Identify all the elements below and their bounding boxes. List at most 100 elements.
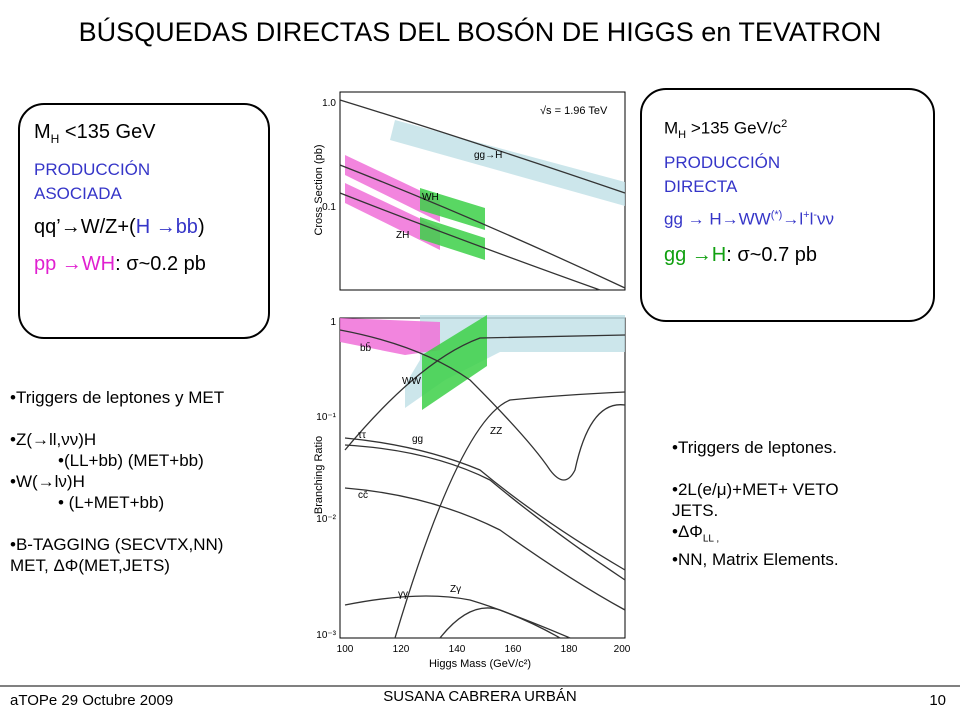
tick-label: 140 <box>449 644 466 655</box>
t: →l <box>782 209 804 229</box>
tick-label: 180 <box>561 644 578 655</box>
bottom-plot: 1 10⁻¹ 10⁻² 10⁻³ Branching Ratio 100 120… <box>313 315 631 670</box>
t: gg → H→WW <box>664 209 771 229</box>
curve <box>339 164 626 289</box>
t: •ΔΦ <box>672 522 703 541</box>
t: M <box>664 118 679 138</box>
label: ZH <box>396 230 409 241</box>
label: cc̄ <box>358 490 368 501</box>
tick-label: 10⁻¹ <box>316 412 336 423</box>
left-bullets: •Triggers de leptones y MET •Z(→ll,νν)H … <box>10 387 224 576</box>
t: H <box>50 132 60 146</box>
band <box>422 315 487 410</box>
t: l <box>809 209 814 229</box>
t: 2 <box>781 118 788 130</box>
label: Zγ <box>450 584 461 595</box>
mass: MH >135 GeV/c2 <box>664 118 911 141</box>
t: qq’→W/Z+( <box>34 216 136 238</box>
curve <box>344 487 626 611</box>
t: - <box>813 209 818 222</box>
tick-label: 160 <box>505 644 522 655</box>
bullet: • (L+MET+bb) <box>58 493 165 512</box>
t: (*) <box>770 209 783 222</box>
right-bullets: •Triggers de leptones. •2L(e/μ)+MET+ VET… <box>672 437 839 570</box>
axis-label: Branching Ratio <box>313 436 325 514</box>
bullet: •Z(→ll,νν)H <box>10 430 97 449</box>
tick-label: 1 <box>330 317 336 328</box>
footer-center: SUSANA CABRERA URBÁN <box>383 688 577 705</box>
production: PRODUCCIÓN ASOCIADA <box>34 160 151 203</box>
curve <box>339 329 626 481</box>
band <box>420 188 485 230</box>
label: ZZ <box>490 426 502 437</box>
curve <box>439 607 571 639</box>
cross-section: gg →H: σ~0.7 pb <box>664 244 911 267</box>
band <box>340 318 440 355</box>
t: : σ~0.7 pb <box>726 243 817 266</box>
t: H <box>678 129 687 142</box>
label: gg <box>412 434 423 445</box>
label: γγ <box>398 589 408 600</box>
t: gg →H <box>664 243 727 266</box>
label: gg→H <box>474 150 502 161</box>
left-box: MH <135 GeV PRODUCCIÓN ASOCIADA qq’→W/Z+… <box>18 103 270 339</box>
t: >135 GeV/c <box>686 118 782 138</box>
tick-label: 200 <box>614 644 631 655</box>
bullet: JETS. <box>672 501 719 520</box>
axis-label: Higgs Mass (GeV/c²) <box>429 658 531 670</box>
t: νν <box>817 209 835 229</box>
band <box>345 155 440 222</box>
bullet: •B-TAGGING (SECVTX,NN) <box>10 535 224 554</box>
curve <box>344 444 626 581</box>
tick-label: 120 <box>393 644 410 655</box>
t: ) <box>197 216 205 238</box>
band <box>345 183 440 250</box>
curve <box>339 192 601 291</box>
bullet: •NN, Matrix Elements. <box>672 550 839 570</box>
band <box>390 120 625 206</box>
t: <135 GeV <box>59 121 156 143</box>
page-number: 10 <box>929 692 946 709</box>
bullet: •(LL+bb) (MET+bb) <box>58 451 204 470</box>
footer-left: aTOPe 29 Octubre 2009 <box>10 692 174 709</box>
t: H →bb <box>135 216 198 238</box>
tick-label: 10⁻³ <box>316 630 336 641</box>
label: WW <box>402 376 421 387</box>
bullet: MET, ΔΦ(MET,JETS) <box>10 556 170 575</box>
bullet: •Triggers de leptones y MET <box>10 388 225 407</box>
energy: √s = 1.96 TeV <box>540 105 608 117</box>
frame <box>339 317 626 639</box>
process: gg → H→WW(*)→l+l-νν <box>664 209 911 230</box>
production: PRODUCCIÓN DIRECTA <box>664 153 781 197</box>
right-box: MH >135 GeV/c2 PRODUCCIÓN DIRECTA gg → H… <box>640 88 935 322</box>
tick-label: 100 <box>337 644 354 655</box>
top-plot: 1.0 0.1 Cross Section (pb) √s = 1.96 TeV… <box>313 91 626 291</box>
curve <box>344 437 626 571</box>
process: qq’→W/Z+(H →bb) <box>34 216 254 239</box>
curve <box>394 391 626 639</box>
bullet: •Triggers de leptones. <box>672 438 838 457</box>
title: BÚSQUEDAS DIRECTAS DEL BOSÓN DE HIGGS en… <box>78 17 882 47</box>
t: pp →WH <box>34 253 116 275</box>
tick-label: 0.1 <box>322 202 336 213</box>
label: bb̄ <box>360 341 372 354</box>
cross-section: pp →WH: σ~0.2 pb <box>34 253 254 276</box>
bullet: •W(→lν)H <box>10 472 85 491</box>
label: WH <box>422 192 439 203</box>
curve <box>339 99 626 194</box>
curve <box>344 334 626 451</box>
tick-label: 1.0 <box>322 98 336 109</box>
curve <box>344 595 561 639</box>
t: LL , <box>702 533 720 545</box>
tick-label: 10⁻² <box>316 514 336 525</box>
t: + <box>803 209 810 222</box>
band <box>420 217 485 260</box>
t: : σ~0.2 pb <box>115 253 206 275</box>
bullet: •ΔΦLL , <box>672 521 839 549</box>
label: ττ <box>358 430 366 441</box>
bullet: •2L(e/μ)+MET+ VETO <box>672 480 839 499</box>
t: M <box>34 121 51 143</box>
axis-label: Cross Section (pb) <box>313 144 325 235</box>
